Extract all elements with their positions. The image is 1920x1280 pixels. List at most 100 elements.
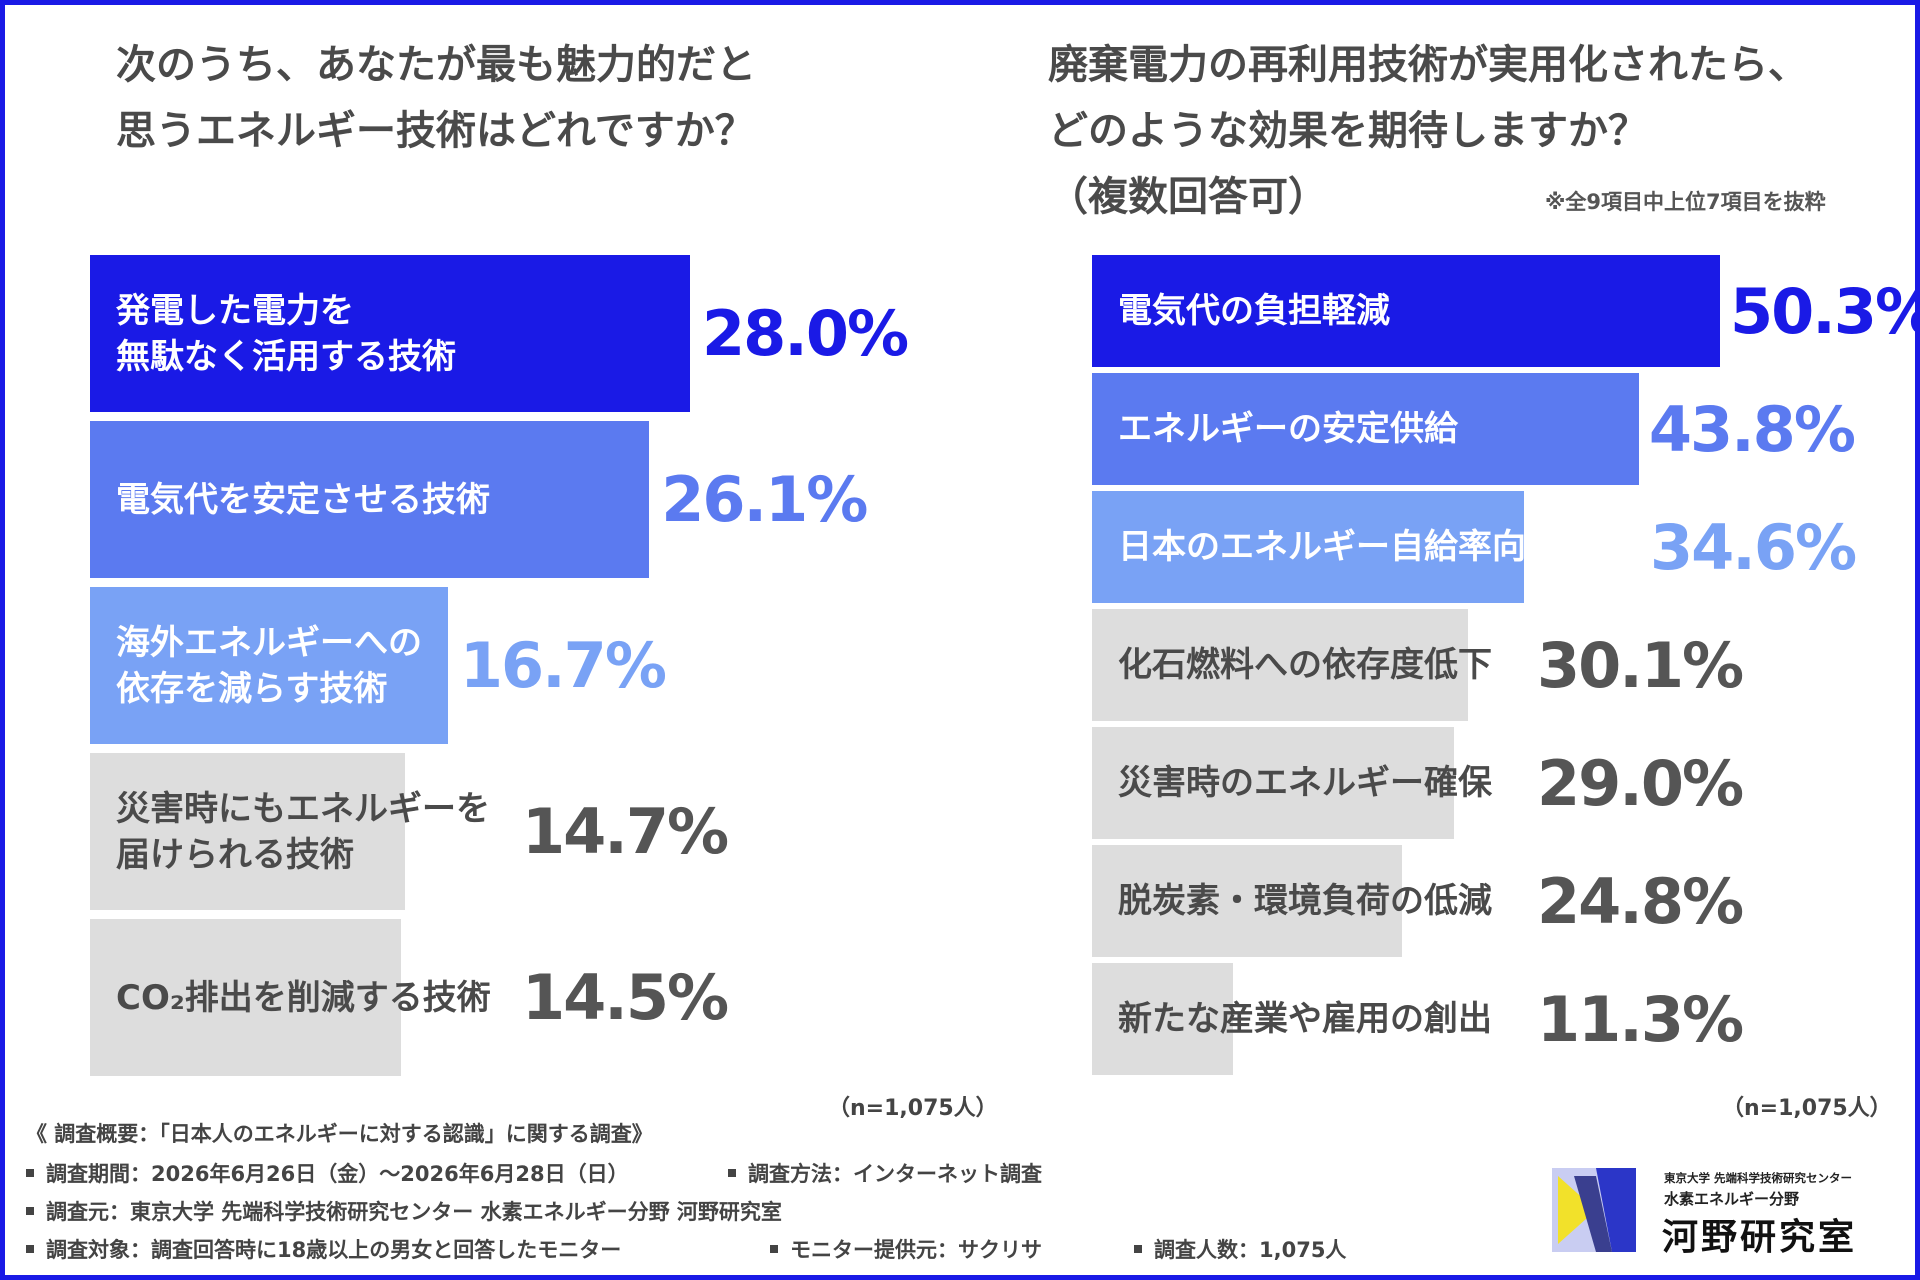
bar-label: 電気代を安定させる技術 <box>116 421 490 578</box>
survey-period: 調査期間：2026年6月26日（金）～2026年6月28日（日） <box>26 1158 629 1188</box>
survey-summary: 《 調査概要：「日本人のエネルギーに対する認識」に関する調査》 <box>26 1122 653 1146</box>
bar-value-label: 11.3% <box>1537 982 1744 1056</box>
bar-label-line: 届けられる技術 <box>116 834 354 875</box>
survey-count: 調査人数：1,075人 <box>1134 1234 1346 1264</box>
lab-logo-name: 河野研究室 <box>1662 1217 1858 1258</box>
bar-row: 発電した電力を無駄なく活用する技術 28.0% <box>90 255 990 412</box>
bar-label: 脱炭素・環境負荷の低減 <box>1118 845 1492 957</box>
bar-value-label: 43.8% <box>1648 392 1856 466</box>
left-title-line: 次のうち、あなたが最も魅力的だと <box>116 42 756 88</box>
bar-label: 災害時にもエネルギーを 届けられる技術 <box>116 753 490 910</box>
survey-source-text: 調査元：東京大学 先端科学技術研究センター 水素エネルギー分野 河野研究室 <box>46 1200 782 1224</box>
right-sample-size: （n=1,075人） <box>1722 1096 1892 1121</box>
bar <box>1092 609 1468 721</box>
bar-label-line: 海外エネルギーへの <box>116 622 422 663</box>
survey-source: 調査元：東京大学 先端科学技術研究センター 水素エネルギー分野 河野研究室 <box>26 1196 782 1226</box>
bar-label-line: 電気代の負担軽減 <box>1118 291 1390 331</box>
bar <box>1092 373 1639 485</box>
survey-target: 調査対象：調査回答時に18歳以上の男女と回答したモニター <box>26 1234 621 1264</box>
bar-value-label: 34.6% <box>1650 510 1857 584</box>
bar-value-label: 30.1% <box>1537 628 1744 702</box>
bar <box>90 587 448 744</box>
bar-row: 新たな産業や雇用の創出 11.3% <box>1092 963 1892 1075</box>
bar-value-label: 16.7% <box>459 629 667 702</box>
bar-label-line: 災害時にもエネルギーを <box>116 788 490 829</box>
bar-value-label: 14.5% <box>522 961 729 1034</box>
bar-label-line: 化石燃料への依存度低下 <box>1118 645 1492 685</box>
bar-label-line: 無駄なく活用する技術 <box>116 336 456 377</box>
bar-label: 電気代の負担軽減 <box>1118 255 1390 367</box>
lab-logo: 東京大学 先端科学技術研究センター 水素エネルギー分野 河野研究室 <box>1552 1160 1882 1260</box>
bullet-square-icon <box>26 1245 34 1253</box>
bar-label: 新たな産業や雇用の創出 <box>1118 963 1492 1075</box>
bar <box>90 421 650 578</box>
bar <box>1092 845 1402 957</box>
right-title-line: どのような効果を期待しますか？ <box>1048 108 1648 154</box>
bullet-square-icon <box>728 1169 736 1177</box>
bar-value-label: 26.1% <box>661 463 868 536</box>
bar-label: 災害時のエネルギー確保 <box>1118 727 1492 839</box>
bullet-square-icon <box>1134 1245 1142 1253</box>
bar-label-line: 発電した電力を <box>116 290 354 331</box>
bar <box>1092 491 1524 603</box>
bar-label-line: 日本のエネルギー自給率向上 <box>1118 527 1560 567</box>
left-sample-size: （n=1,075人） <box>828 1096 998 1121</box>
bar-label: 日本のエネルギー自給率向上 <box>1118 491 1560 603</box>
survey-footer: 《 調査概要：「日本人のエネルギーに対する認識」に関する調査》 調査期間：202… <box>26 1118 1526 1268</box>
survey-target-text: 調査対象：調査回答時に18歳以上の男女と回答したモニター <box>46 1238 622 1262</box>
bar-row: 化石燃料への依存度低下 30.1% <box>1092 609 1892 721</box>
survey-period-text: 調査期間：2026年6月26日（金）～2026年6月28日（日） <box>46 1162 629 1186</box>
bar-label-line: 新たな産業や雇用の創出 <box>1118 999 1492 1039</box>
bar-row: 海外エネルギーへの 依存を減らす技術 16.7% <box>90 587 990 744</box>
right-title-line: （複数回答可） <box>1048 174 1328 220</box>
right-chart-title: 廃棄電力の再利用技術が実用化されたら、 どのような効果を期待しますか？ （複数回… <box>1048 32 1808 230</box>
bullet-square-icon <box>26 1169 34 1177</box>
bar-value-label: 14.7% <box>522 795 729 868</box>
survey-method: 調査方法：インターネット調査 <box>728 1158 1042 1188</box>
bar <box>90 753 405 910</box>
bar-value-label: 50.3% <box>1730 274 1920 348</box>
bar-row: エネルギーの安定供給 43.8% <box>1092 373 1892 485</box>
bar <box>1092 727 1455 839</box>
bar-label: 海外エネルギーへの 依存を減らす技術 <box>116 587 422 744</box>
bar-row: 日本のエネルギー自給率向上 34.6% <box>1092 491 1892 603</box>
bar-row: CO₂排出を削減する技術 14.5% <box>90 919 990 1076</box>
bar-label-line: エネルギーの安定供給 <box>1118 409 1458 449</box>
bullet-square-icon <box>26 1207 34 1215</box>
bar-row: 脱炭素・環境負荷の低減 24.8% <box>1092 845 1892 957</box>
survey-provider-text: モニター提供元：サクリサ <box>790 1238 1042 1262</box>
bar <box>1092 963 1234 1075</box>
lab-logo-university: 東京大学 先端科学技術研究センター <box>1664 1171 1853 1185</box>
lab-logo-mark-icon <box>1552 1168 1636 1252</box>
bar-label: 発電した電力を無駄なく活用する技術 <box>116 255 456 412</box>
survey-provider: モニター提供元：サクリサ <box>770 1234 1042 1264</box>
bar-row: 災害時のエネルギー確保 29.0% <box>1092 727 1892 839</box>
bar-value-label: 28.0% <box>702 297 909 370</box>
bar <box>90 255 690 412</box>
bar-label: 化石燃料への依存度低下 <box>1118 609 1492 721</box>
bar-label: エネルギーの安定供給 <box>1118 373 1458 485</box>
right-bar-chart: 電気代の負担軽減 50.3% エネルギーの安定供給 43.8% 日本のエネルギー自給率向… <box>1092 255 1920 1085</box>
bar-label-line: 災害時のエネルギー確保 <box>1118 763 1492 803</box>
bar-row: 災害時にもエネルギーを 届けられる技術 14.7% <box>90 753 990 910</box>
lab-logo-field: 水素エネルギー分野 <box>1664 1190 1800 1208</box>
bar-label-line: 依存を減らす技術 <box>116 668 388 709</box>
bullet-square-icon <box>770 1245 778 1253</box>
left-chart-title: 次のうち、あなたが最も魅力的だと 思うエネルギー技術はどれですか？ <box>116 32 756 164</box>
right-title-line: 廃棄電力の再利用技術が実用化されたら、 <box>1048 42 1808 88</box>
bar-label-line: 電気代を安定させる技術 <box>116 479 490 520</box>
bar-label-line: 脱炭素・環境負荷の低減 <box>1118 881 1492 921</box>
survey-method-text: 調査方法：インターネット調査 <box>748 1162 1042 1186</box>
bar <box>1092 255 1720 367</box>
left-title-line: 思うエネルギー技術はどれですか？ <box>116 108 755 154</box>
right-chart-note: ※全9項目中上位7項目を抜粋 <box>1545 190 1826 214</box>
bar-row: 電気代の負担軽減 50.3% <box>1092 255 1920 367</box>
left-bar-chart: 発電した電力を無駄なく活用する技術 28.0% 電気代を安定させる技術 26.1% 海外… <box>90 255 990 1085</box>
survey-count-text: 調査人数：1,075人 <box>1154 1238 1347 1262</box>
bar-label: CO₂排出を削減する技術 <box>116 919 491 1076</box>
bar-value-label: 29.0% <box>1537 746 1744 820</box>
bar-row: 電気代を安定させる技術 26.1% <box>90 421 990 578</box>
bar-value-label: 24.8% <box>1537 864 1744 938</box>
bar <box>90 919 401 1076</box>
bar-label-line: CO₂排出を削減する技術 <box>116 977 491 1018</box>
